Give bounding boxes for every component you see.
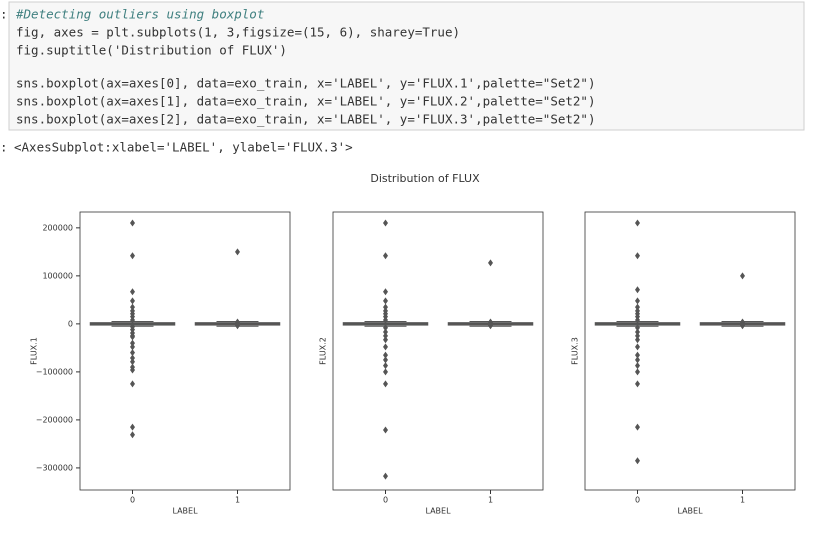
x-tick-label: 1 xyxy=(488,496,493,505)
outlier xyxy=(130,358,135,366)
outlier xyxy=(635,362,640,370)
outlier xyxy=(130,297,135,305)
x-axis-label: LABEL xyxy=(425,507,451,516)
code-cell[interactable] xyxy=(8,1,805,131)
suptitle: Distribution of FLUX xyxy=(370,172,480,185)
axes-frame xyxy=(79,211,291,491)
outlier xyxy=(130,349,135,357)
y-axis-label: FLUX.3 xyxy=(571,337,580,365)
outlier xyxy=(635,332,640,340)
outlier xyxy=(488,322,493,330)
outlier xyxy=(488,259,493,267)
x-tick-label: 1 xyxy=(740,496,745,505)
outlier xyxy=(383,219,388,227)
outlier xyxy=(383,380,388,388)
x-tick-label: 1 xyxy=(235,496,240,505)
outlier xyxy=(383,336,388,344)
outlier xyxy=(383,324,388,332)
y-tick-label: 100000 xyxy=(42,271,73,280)
outlier xyxy=(635,324,640,332)
y-tick-label: 0 xyxy=(68,319,73,328)
outlier xyxy=(383,332,388,340)
code-line: #Detecting outliers using boxplot xyxy=(15,7,264,22)
code-line: fig.suptitle('Distribution of FLUX') xyxy=(16,43,287,58)
outlier xyxy=(635,380,640,388)
outlier xyxy=(383,297,388,305)
output-text: <AxesSubplot:xlabel='LABEL', ylabel='FLU… xyxy=(14,140,353,155)
outlier xyxy=(383,368,388,376)
outlier xyxy=(130,303,135,311)
outlier xyxy=(383,328,388,336)
outlier xyxy=(740,318,745,326)
x-axis-label: LABEL xyxy=(677,507,703,516)
outlier xyxy=(635,328,640,336)
outlier xyxy=(740,272,745,280)
axes-frame xyxy=(332,211,544,491)
code-line: fig, axes = plt.subplots(1, 3,figsize=(1… xyxy=(16,25,460,40)
outlier xyxy=(130,316,135,324)
y-axis-label: FLUX.2 xyxy=(319,337,328,365)
outlier xyxy=(130,343,135,351)
outlier xyxy=(635,316,640,324)
outlier xyxy=(635,423,640,431)
outlier xyxy=(235,318,240,326)
input-prompt: : xyxy=(0,7,8,22)
x-tick-label: 0 xyxy=(635,496,640,505)
outlier xyxy=(383,356,388,364)
outlier xyxy=(235,322,240,330)
outlier xyxy=(488,318,493,326)
outlier xyxy=(635,286,640,294)
x-tick-label: 0 xyxy=(383,496,388,505)
outlier xyxy=(635,303,640,311)
outlier xyxy=(635,343,640,351)
output-prompt: : xyxy=(0,140,8,155)
outlier xyxy=(383,303,388,311)
outlier xyxy=(635,457,640,465)
outlier xyxy=(130,252,135,260)
outlier xyxy=(740,322,745,330)
figure: Distribution of FLUX −300000 −200000 −1000… xyxy=(30,172,796,516)
x-axis-label: LABEL xyxy=(172,507,198,516)
outlier xyxy=(383,472,388,480)
code-line: sns.boxplot(ax=axes[1], data=exo_train, … xyxy=(16,94,595,109)
outlier xyxy=(130,380,135,388)
code-line: sns.boxplot(ax=axes[0], data=exo_train, … xyxy=(16,76,595,91)
outlier xyxy=(130,288,135,296)
outlier xyxy=(235,248,240,256)
outlier xyxy=(635,297,640,305)
outlier xyxy=(130,354,135,362)
outlier xyxy=(130,333,135,341)
y-tick-label: 200000 xyxy=(42,223,73,232)
axes-frame xyxy=(584,211,796,491)
outlier xyxy=(130,366,135,374)
outlier xyxy=(635,336,640,344)
outlier xyxy=(635,219,640,227)
outlier xyxy=(635,252,640,260)
y-tick-label: −300000 xyxy=(36,463,73,472)
code-line: sns.boxplot(ax=axes[2], data=exo_train, … xyxy=(16,112,595,127)
outlier xyxy=(130,339,135,347)
outlier xyxy=(383,316,388,324)
outlier xyxy=(635,356,640,364)
y-tick-label: −100000 xyxy=(36,367,73,376)
outlier xyxy=(130,431,135,439)
y-tick-label: −200000 xyxy=(36,415,73,424)
y-axis-label: FLUX.1 xyxy=(30,337,39,365)
outlier xyxy=(130,219,135,227)
outlier xyxy=(383,362,388,370)
x-tick-label: 0 xyxy=(130,496,135,505)
outlier xyxy=(383,343,388,351)
outlier xyxy=(635,368,640,376)
outlier xyxy=(635,351,640,359)
outlier xyxy=(383,426,388,434)
outlier xyxy=(383,288,388,296)
outlier xyxy=(383,351,388,359)
outlier xyxy=(130,423,135,431)
outlier xyxy=(383,252,388,260)
